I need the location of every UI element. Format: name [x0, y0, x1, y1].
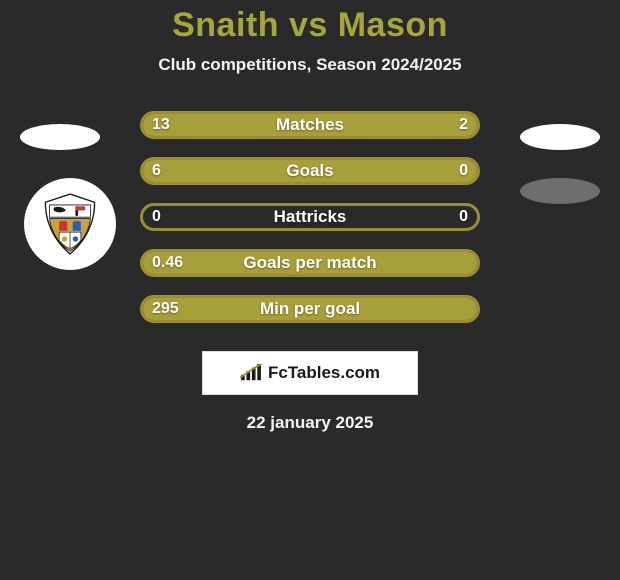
- bar-track: [140, 295, 480, 323]
- stat-row-mpg: Min per goal295: [0, 287, 620, 333]
- bar-track: [140, 157, 480, 185]
- stat-row-hattricks: Hattricks00: [0, 195, 620, 241]
- bar-fill-left: [143, 252, 477, 274]
- stat-row-matches: Matches132: [0, 103, 620, 149]
- stat-row-goals: Goals60: [0, 149, 620, 195]
- fctables-badge: FcTables.com: [202, 351, 418, 395]
- bar-fill-right: [433, 114, 477, 136]
- stat-row-gpm: Goals per match0.46: [0, 241, 620, 287]
- fctables-label: FcTables.com: [268, 363, 380, 383]
- subtitle: Club competitions, Season 2024/2025: [0, 55, 620, 75]
- stats-list: Matches132 Goals60 Hattricks00 Goals per ma…: [0, 103, 620, 333]
- bar-fill-left: [143, 160, 477, 182]
- bar-track: [140, 249, 480, 277]
- bar-fill-left: [143, 114, 433, 136]
- date-label: 22 january 2025: [0, 413, 620, 433]
- stat-bar-goals: Goals60: [140, 157, 480, 185]
- stat-bar-hattricks: Hattricks00: [140, 203, 480, 231]
- bar-fill-left: [143, 298, 477, 320]
- stat-bar-gpm: Goals per match0.46: [140, 249, 480, 277]
- stat-bar-mpg: Min per goal295: [140, 295, 480, 323]
- stat-bar-matches: Matches132: [140, 111, 480, 139]
- page-title: Snaith vs Mason: [0, 6, 620, 45]
- comparison-infographic: Snaith vs Mason Club competitions, Seaso…: [0, 0, 620, 580]
- bar-track: [140, 203, 480, 231]
- bar-chart-icon: [240, 364, 262, 382]
- bar-track: [140, 111, 480, 139]
